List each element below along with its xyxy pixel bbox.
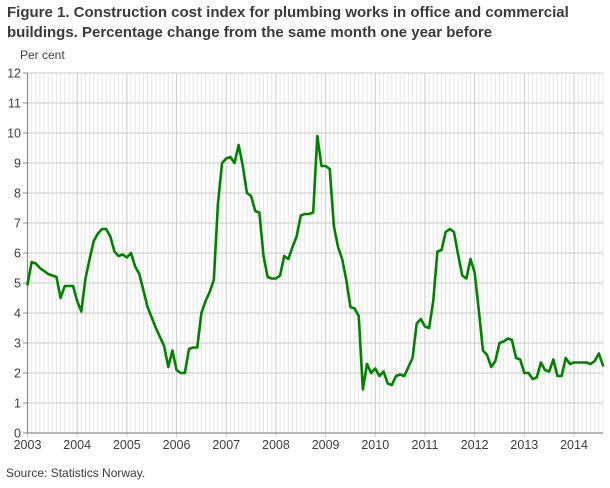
page-title: Figure 1. Construction cost index for pl… (7, 4, 569, 41)
y-tick-label: 4 (14, 307, 21, 321)
y-tick-label: 9 (14, 157, 21, 171)
x-tick-label: 2013 (510, 438, 538, 452)
x-tick-label: 2006 (163, 438, 191, 452)
x-tick-label: 2005 (113, 438, 141, 452)
x-tick-label: 2004 (63, 438, 91, 452)
x-tick-label: 2007 (212, 438, 240, 452)
y-tick-label: 8 (14, 187, 21, 201)
y-tick-label: 6 (14, 247, 21, 261)
y-tick-label: 3 (14, 337, 21, 351)
y-axis-unit-label: Per cent (20, 48, 65, 62)
source-note: Source: Statistics Norway. (6, 466, 146, 480)
x-tick-label: 2003 (14, 438, 42, 452)
gridlines-horizontal (27, 72, 603, 434)
y-tick-label: 12 (7, 67, 21, 81)
y-tick-label: 7 (14, 217, 21, 231)
y-tick-label: 1 (14, 397, 21, 411)
x-tick-label: 2010 (361, 438, 389, 452)
y-tick-label: 2 (14, 367, 21, 381)
y-tick-label: 11 (8, 97, 21, 111)
y-tick-label: 0 (14, 427, 21, 441)
y-tick-label: 5 (14, 277, 21, 291)
x-tick-label: 2008 (262, 438, 290, 452)
y-tick-label: 10 (7, 127, 21, 141)
series-line-plumbing-cost-index (26, 134, 605, 391)
gridlines-vertical-yearly (27, 73, 604, 437)
x-tick-label: 2011 (412, 438, 439, 452)
x-tick-label: 2012 (461, 438, 489, 452)
x-tick-label: 2014 (560, 438, 588, 452)
x-tick-label: 2009 (312, 438, 340, 452)
x-axis-labels: 2003 2004 2005 2006 2007 2008 2009 2010 2011 2012… (14, 438, 588, 452)
